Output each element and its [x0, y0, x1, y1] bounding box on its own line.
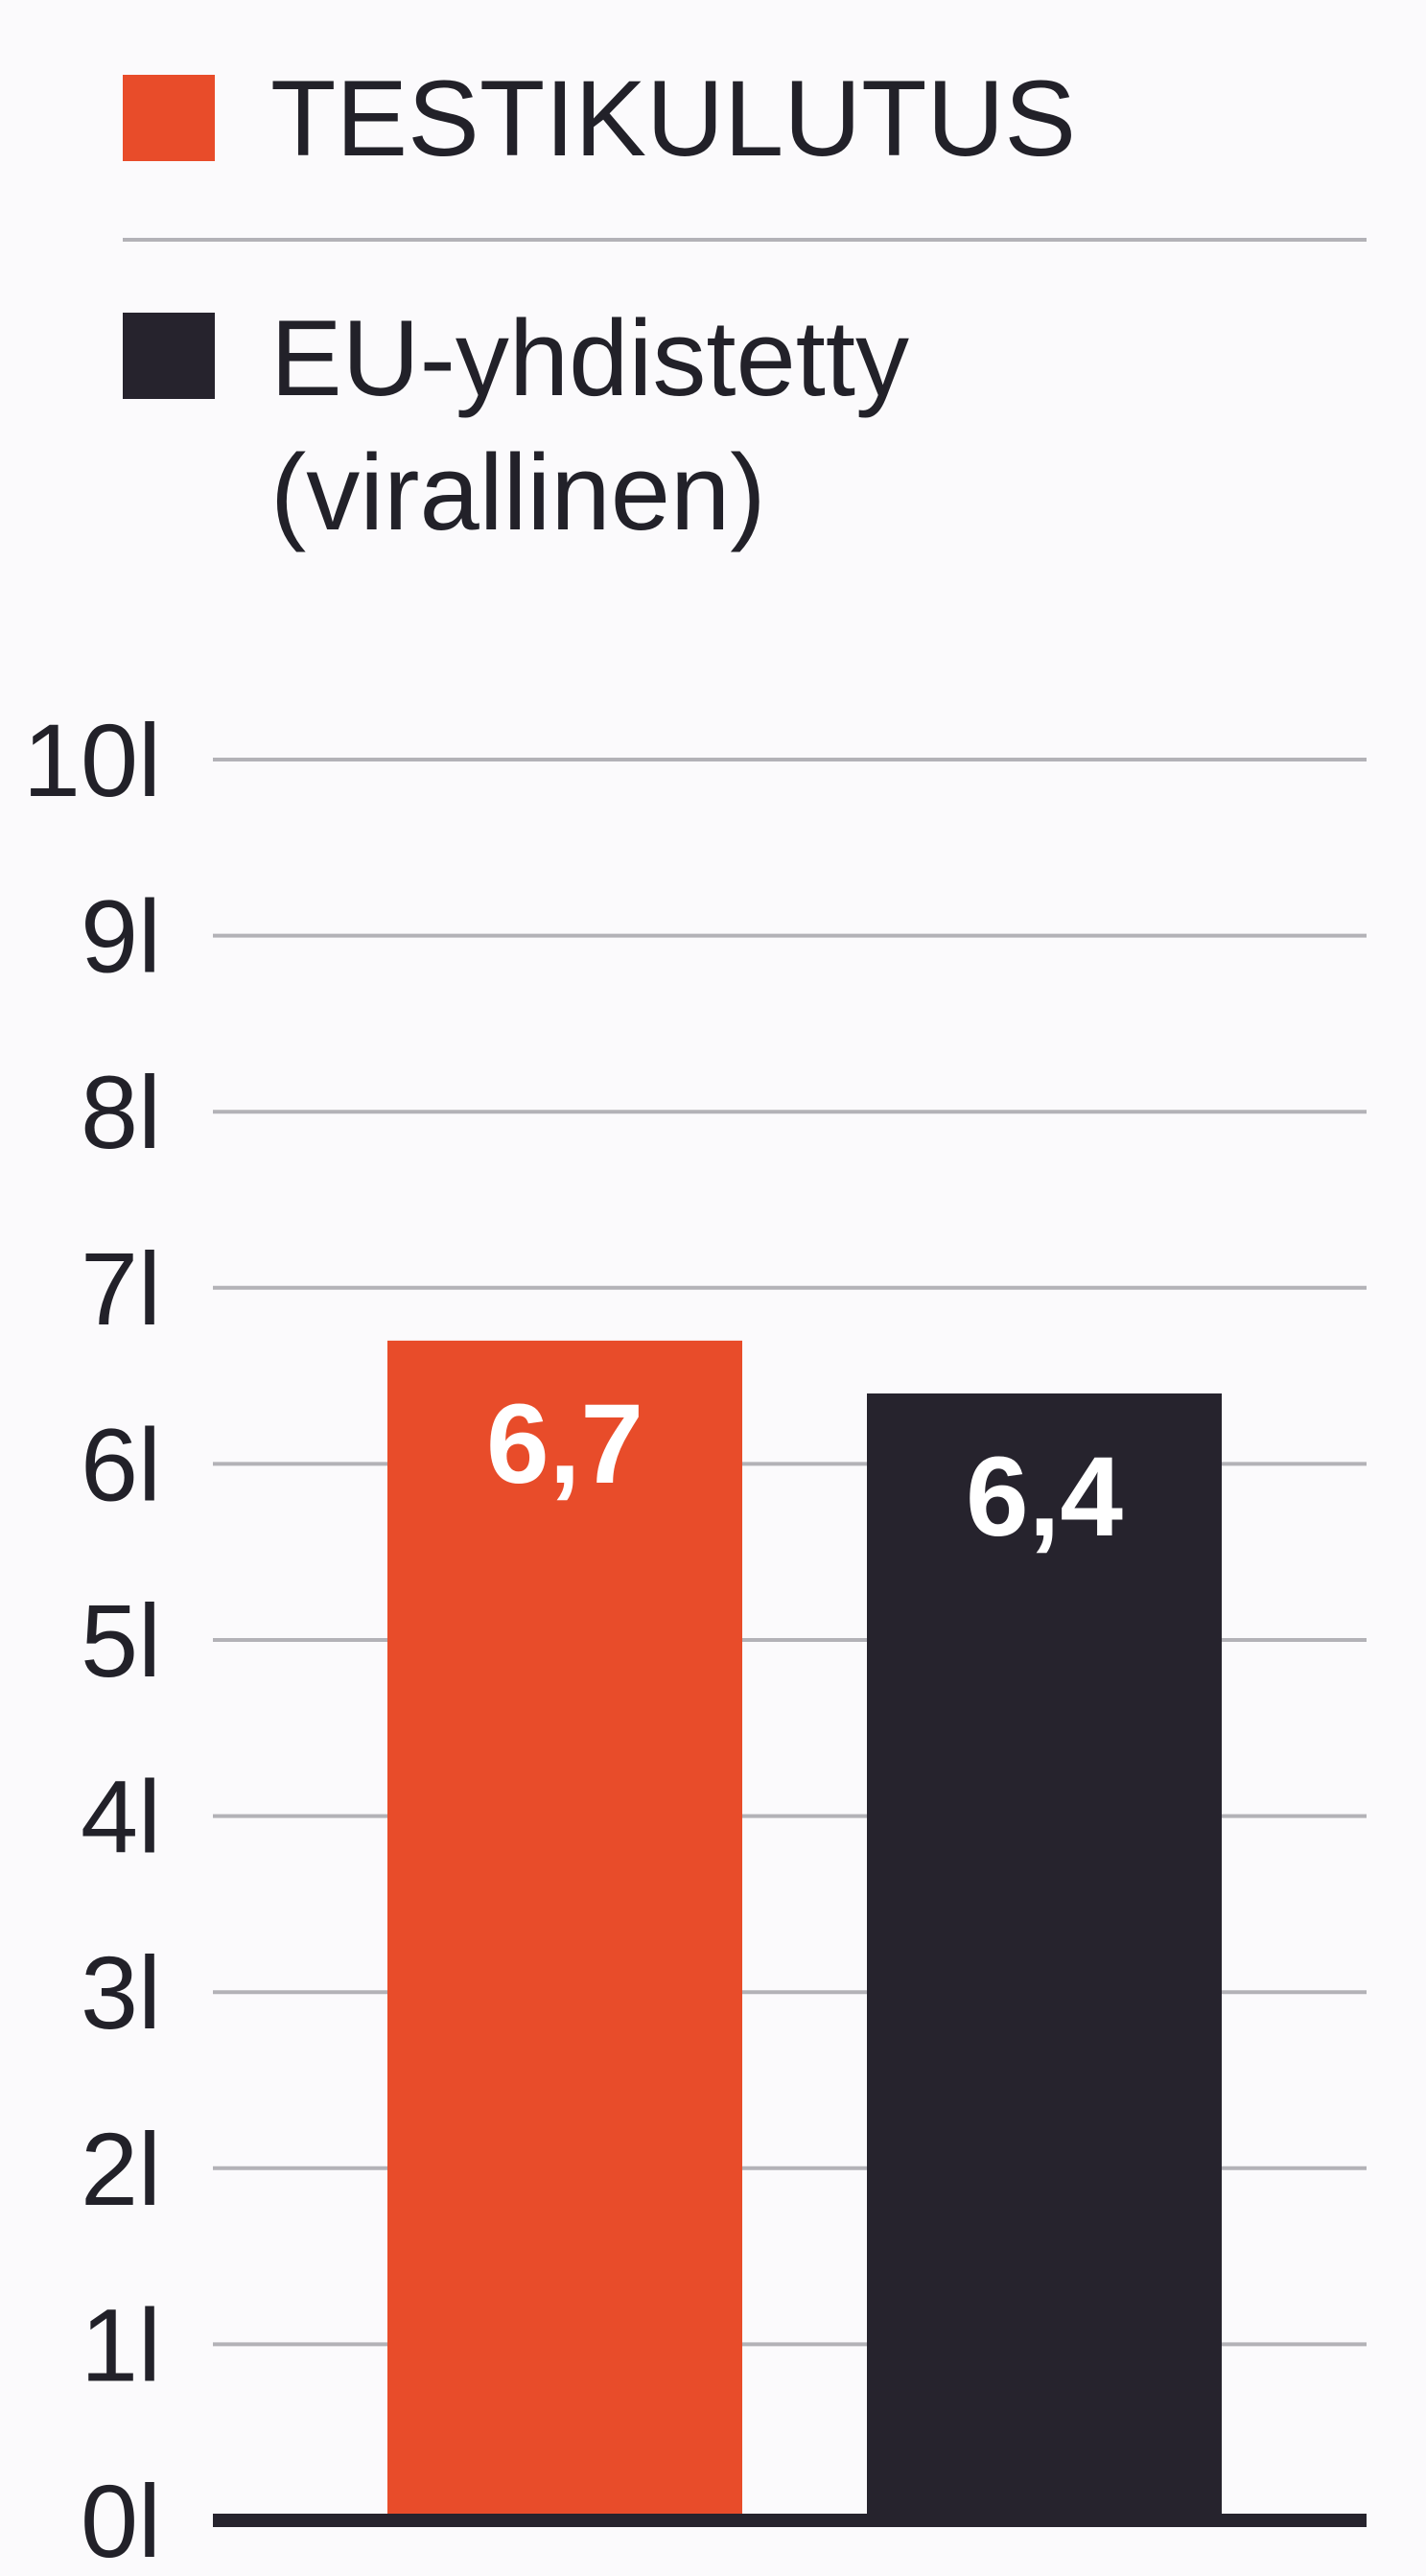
- bar-value-labels: 6,7 6,4: [486, 1381, 1123, 1560]
- y-tick-label: 7l: [81, 1230, 161, 1347]
- y-tick-label: 9l: [81, 878, 161, 995]
- legend-label-eu-line-2: (virallinen): [270, 433, 766, 552]
- y-tick-label: 2l: [81, 2111, 161, 2227]
- legend-label-testikulutus: TESTIKULUTUS: [270, 59, 1076, 178]
- legend-swatch-testikulutus: [123, 75, 215, 161]
- legend-label-eu-line-1: EU-yhdistetty: [270, 298, 909, 418]
- bar-value-label: 6,4: [966, 1434, 1123, 1560]
- y-tick-label: 10l: [23, 702, 161, 818]
- y-tick-label: 4l: [81, 1759, 161, 1875]
- y-axis: 0l 1l 2l 3l 4l 5l 6l 7l 8l 9l 10l: [23, 702, 161, 2576]
- y-tick-label: 1l: [81, 2286, 161, 2402]
- legend: TESTIKULUTUS EU-yhdistetty (virallinen): [123, 59, 1367, 552]
- y-tick-label: 8l: [81, 1054, 161, 1170]
- y-tick-label: 6l: [81, 1406, 161, 1522]
- legend-swatch-eu-yhdistetty: [123, 313, 215, 399]
- bars: [387, 1340, 1222, 2520]
- bar-eu-yhdistetty: [867, 1393, 1222, 2520]
- bar-testikulutus: [387, 1340, 742, 2520]
- y-tick-label: 3l: [81, 1934, 161, 2050]
- y-tick-label: 0l: [81, 2463, 161, 2576]
- bar-value-label: 6,7: [486, 1381, 643, 1508]
- legend-label-eu-yhdistetty: EU-yhdistetty (virallinen): [270, 298, 939, 552]
- y-tick-label: 5l: [81, 1582, 161, 1698]
